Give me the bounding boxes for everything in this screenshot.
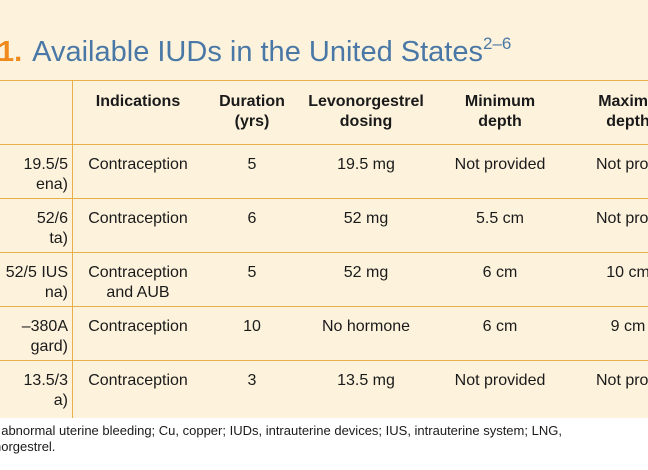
table-cell: 5 [247, 264, 257, 281]
table-row: 19.5/5 ena) Contraception 5 19.5 mg Not p… [0, 144, 648, 198]
header-cell-dosing: Levonorgestrel dosing [308, 93, 424, 130]
table-cell: Not provided [454, 372, 546, 389]
table-cell: 3 [247, 372, 257, 389]
table-panel: ble 1. Available IUDs in the United State… [0, 0, 648, 418]
table-row: 13.5/3 a) Contraception 3 13.5 mg Not pro… [0, 360, 648, 414]
table-row: –380A gard) Contraception 10 No hormone 6… [0, 306, 648, 360]
table-title-text: Available IUDs in the United States [32, 36, 483, 68]
table-cell: Contraception [88, 372, 188, 389]
table-cell: 10 [243, 318, 261, 335]
table-cell: 52 mg [343, 210, 389, 227]
table-title: ble 1. Available IUDs in the United State… [0, 26, 511, 70]
table-row: 52/5 IUS na) Contraception and AUB 5 52 mg… [0, 252, 648, 306]
header-cell-min-depth: Minimum depth [464, 93, 536, 130]
table-header-row: Indications Duration (yrs) Levonorgestrel… [0, 80, 648, 144]
table-cell: –380A gard) [21, 318, 68, 355]
table-cell: Contraception [88, 318, 188, 335]
table-cell: 52/6 ta) [36, 210, 68, 247]
table-cell: 19.5 mg [337, 156, 395, 173]
table-cell: 13.5 mg [337, 372, 395, 389]
table-cell: 52 mg [343, 264, 389, 281]
table-cell: 10 cm [606, 264, 648, 281]
table-cell: No hormone [321, 318, 411, 335]
table-cell: Contraception and AUB [88, 264, 188, 301]
table-number: ble 1. [0, 36, 23, 68]
table-cell: 52/5 IUS na) [5, 264, 68, 301]
table-row: 52/6 ta) Contraception 6 52 mg 5.5 cm Not… [0, 198, 648, 252]
table-footnote: , abnormal uterine bleeding; Cu, copper;… [0, 423, 562, 454]
title-reference: 2–6 [482, 34, 512, 53]
iud-table: Indications Duration (yrs) Levonorgestrel… [0, 80, 648, 414]
table-cell: 5 [247, 156, 257, 173]
table-cell: Contraception [88, 156, 188, 173]
table-cell: Not provi [595, 372, 648, 389]
table-cell: 6 cm [482, 318, 518, 335]
header-cell-duration: Duration (yrs) [219, 93, 285, 130]
table-cell: Not provi [595, 156, 648, 173]
first-column-divider [72, 80, 73, 418]
table-cell: 6 [247, 210, 257, 227]
table-cell: 6 cm [482, 264, 518, 281]
table-cell: Not provi [595, 210, 648, 227]
table-cell: Contraception [88, 210, 188, 227]
table-cell: Not provided [454, 156, 546, 173]
header-cell-indications: Indications [95, 93, 181, 110]
table-cell: 9 cm [610, 318, 646, 335]
table-cell: 5.5 cm [475, 210, 524, 227]
table-cell: 13.5/3 a) [23, 372, 68, 409]
table-cell: 19.5/5 ena) [23, 156, 68, 193]
header-cell-max-depth: Maximudepth [598, 93, 648, 130]
